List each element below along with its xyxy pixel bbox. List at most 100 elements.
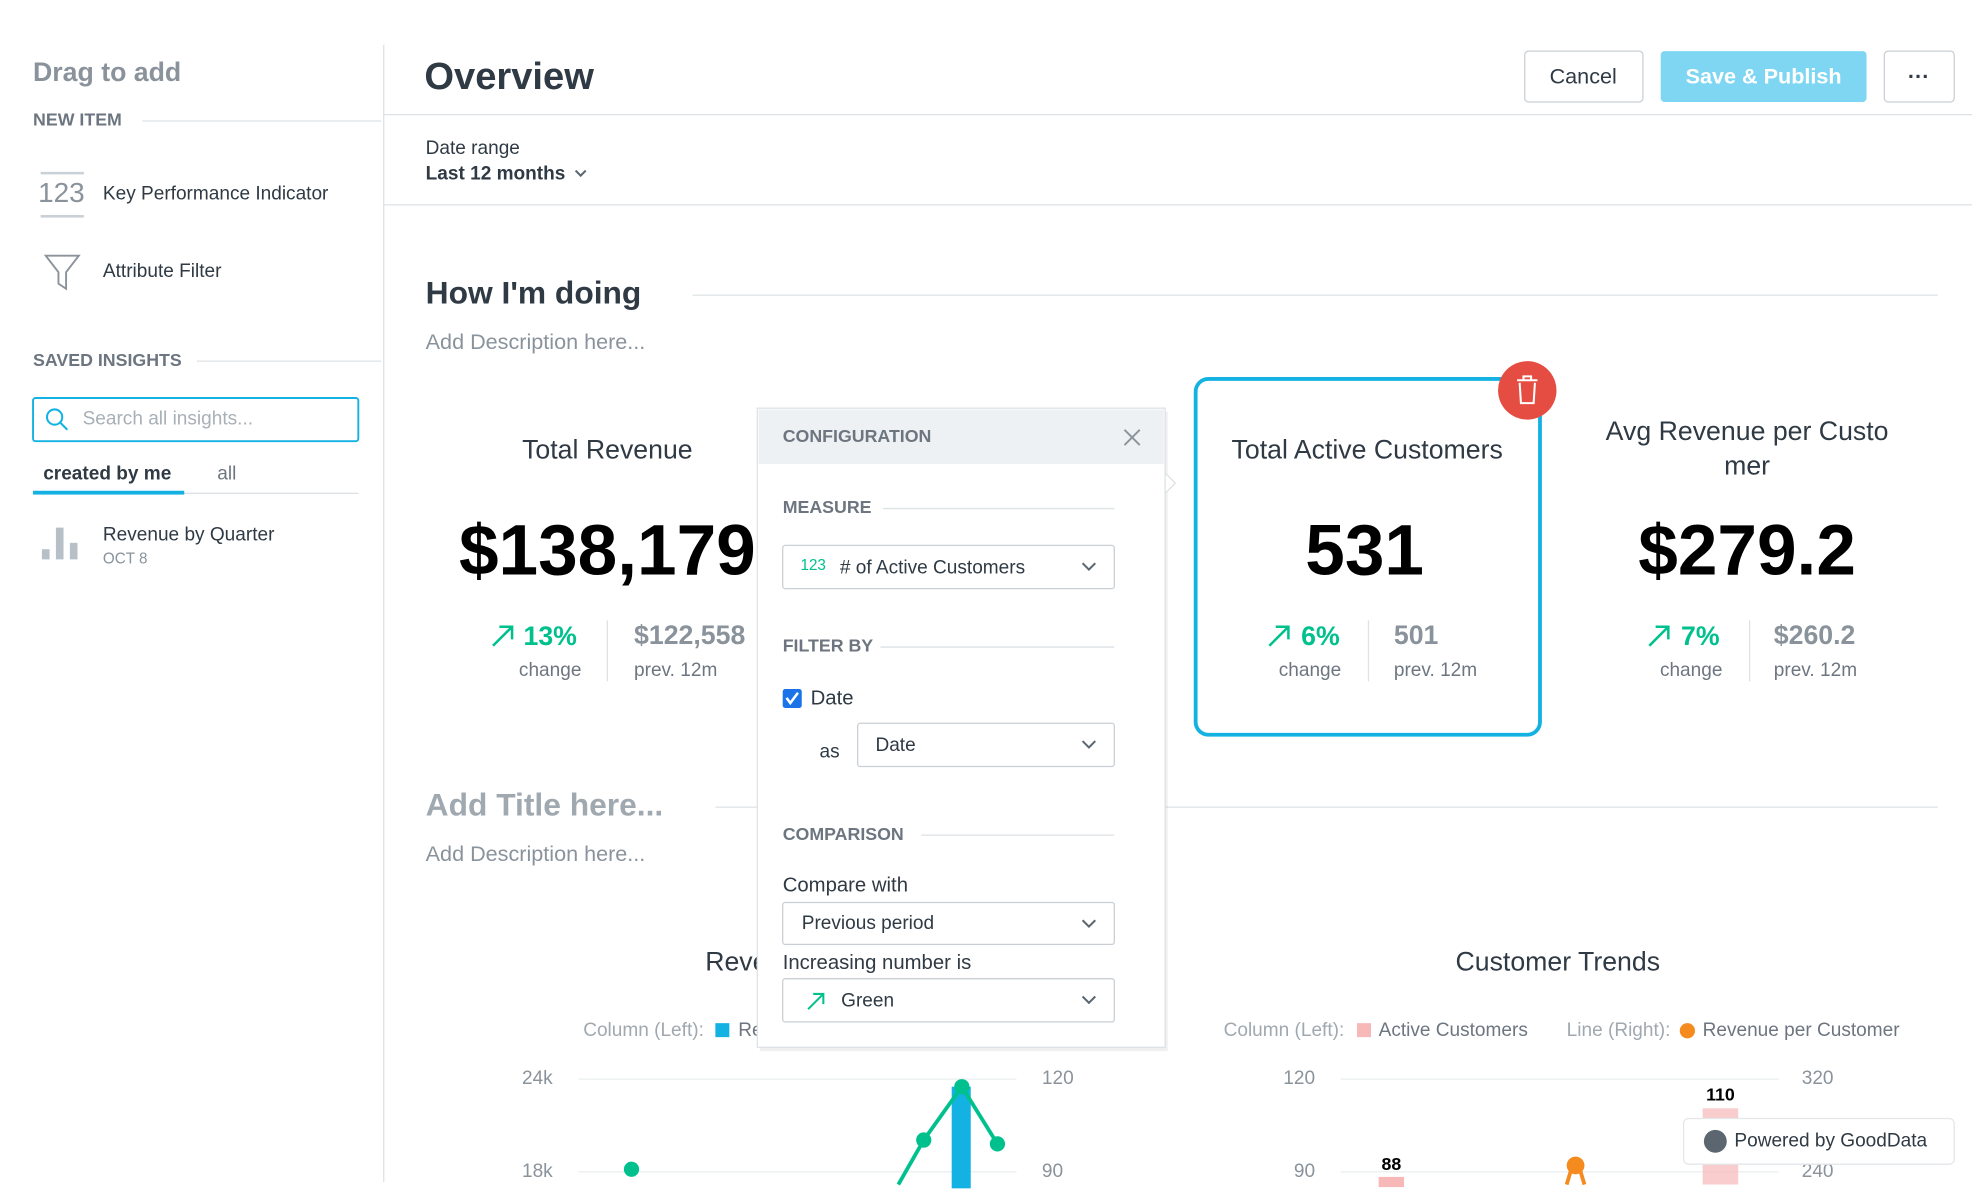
legend-label: Revenue per Customer: [1703, 1020, 1901, 1041]
section-label: FILTER BY: [783, 636, 874, 656]
point: [954, 1079, 970, 1095]
kpi[interactable]: Total Active Customers 531 6% change 501…: [1193, 361, 1557, 737]
search-box[interactable]: Search all insights...: [32, 397, 360, 443]
close-button[interactable]: [1123, 429, 1141, 446]
search-field: [32, 397, 360, 443]
config-panel: CONFIGURATION MEASURE 123 # of Active Cu…: [756, 407, 1177, 1052]
panel-pointer: [1164, 471, 1177, 495]
kpi-prev: $122,558: [634, 620, 745, 650]
kpi[interactable]: Avg Revenue per Customer $279.2 7% chang…: [1595, 415, 1900, 682]
kpi-value: $279.2: [1638, 511, 1856, 590]
chevron: [1081, 740, 1096, 749]
section-label: NEW ITEM: [33, 110, 122, 130]
field-label: Compare with: [783, 874, 908, 896]
item-icon: 123: [38, 177, 85, 208]
kpi[interactable]: Total Revenue $138,179 13% change $122,5…: [459, 434, 756, 682]
header: Overview Cancel Save & Publish ··· Date …: [383, 50, 1972, 206]
dropdown-value: # of Active Customers: [840, 557, 1025, 578]
line: [896, 1083, 1000, 1186]
check: [785, 692, 799, 706]
compare-dropdown[interactable]: [782, 901, 1115, 946]
legend-label: Active Customers: [1379, 1020, 1528, 1041]
kpi-title: Avg Revenue per Customer: [1605, 417, 1889, 481]
section-description: Add Description here...: [426, 329, 646, 354]
publish-button[interactable]: [1660, 51, 1867, 102]
kpi-change: 6%: [1301, 621, 1340, 651]
up-arrow: [807, 992, 825, 1010]
measure-icon: 123: [800, 557, 825, 574]
as-label: as: [820, 742, 840, 763]
y2-tick-label: 320: [1802, 1068, 1834, 1089]
y-tick-label: 24k: [522, 1068, 553, 1089]
section-label: MEASURE: [783, 497, 872, 517]
legend-label: Column (Left):: [583, 1020, 704, 1041]
kpi-title: Total Active Customers: [1232, 434, 1503, 464]
icon: [55, 527, 64, 560]
point: [1566, 1156, 1585, 1175]
tab[interactable]: created by me: [43, 463, 171, 484]
kpi-change-label: change: [1279, 660, 1341, 681]
y2-tick-label: 120: [1042, 1068, 1074, 1089]
tab[interactable]: all: [217, 463, 236, 484]
search-placeholder: Search all insights...: [83, 409, 253, 430]
kpi-prev: 501: [1394, 620, 1439, 650]
y-tick-label: 120: [1283, 1068, 1315, 1089]
kpi-item[interactable]: 123 Key Performance Indicator: [38, 171, 329, 218]
kpi-change: 7%: [1681, 621, 1720, 651]
legend-swatch: [1679, 1023, 1696, 1039]
up-arrow: [492, 625, 514, 647]
section-label: COMPARISON: [783, 824, 904, 844]
date-dropdown[interactable]: [857, 722, 1115, 768]
section-description: Add Description here...: [426, 841, 646, 866]
search-icon: [45, 408, 64, 426]
kpi-value: $138,179: [459, 511, 756, 590]
y-tick-label: 18k: [522, 1161, 553, 1182]
measure-dropdown[interactable]: [782, 544, 1115, 590]
filter-item[interactable]: Attribute Filter: [43, 254, 222, 291]
more-button[interactable]: [1883, 50, 1955, 103]
chevron: [1081, 995, 1096, 1005]
page-title: Overview: [424, 56, 594, 98]
line: [1564, 1171, 1573, 1186]
y2-tick-label: 240: [1802, 1161, 1834, 1182]
funnel-icon: [43, 254, 81, 291]
insight-item[interactable]: Revenue by Quarter OCT 8: [41, 524, 275, 567]
filter-value[interactable]: Last 12 months: [426, 163, 566, 184]
insight-date: OCT 8: [103, 550, 148, 567]
tab-underline: [33, 490, 185, 495]
panel-title: CONFIGURATION: [783, 426, 932, 446]
legend-label: Line (Right):: [1567, 1020, 1671, 1041]
powered-badge[interactable]: Powered by GoodData: [1682, 1117, 1955, 1165]
chevron: [1081, 919, 1096, 929]
legend-label: Column (Left):: [1224, 1020, 1345, 1041]
point: [916, 1132, 932, 1148]
delete-button[interactable]: [1498, 361, 1557, 420]
data-label: 110: [1706, 1084, 1735, 1104]
icon: [69, 542, 78, 560]
point: [989, 1136, 1006, 1152]
kpi-change: 13%: [523, 621, 577, 651]
trash-icon: [1517, 375, 1538, 405]
legend-label: Re: [738, 1020, 762, 1041]
chart-title: Customer Trends: [1455, 946, 1660, 976]
item-label: Attribute Filter: [103, 261, 222, 282]
sidebar-title: Drag to add: [33, 57, 181, 87]
cancel-button[interactable]: [1524, 50, 1644, 103]
section-title: How I'm doing: [426, 274, 642, 310]
color-dropdown[interactable]: [782, 978, 1115, 1023]
dropdown-value: Green: [841, 991, 894, 1012]
kpi-change-label: change: [1660, 660, 1723, 681]
legend-swatch: [1357, 1023, 1371, 1038]
chevron: [574, 169, 587, 178]
button-label: ···: [1908, 64, 1930, 89]
kpi-value: 531: [1305, 511, 1424, 590]
section-title[interactable]: Add Title here...: [426, 787, 664, 823]
y-tick-label: 90: [1294, 1161, 1315, 1182]
kpi-title: Total Revenue: [522, 434, 693, 464]
bar: [1378, 1176, 1405, 1188]
kpi-prev-label: prev. 12m: [634, 660, 717, 681]
point: [623, 1161, 640, 1177]
badge-box: [1682, 1117, 1955, 1165]
chevron: [1081, 562, 1096, 571]
kpi-title-box: Avg Revenue per Customer: [1605, 417, 1889, 481]
